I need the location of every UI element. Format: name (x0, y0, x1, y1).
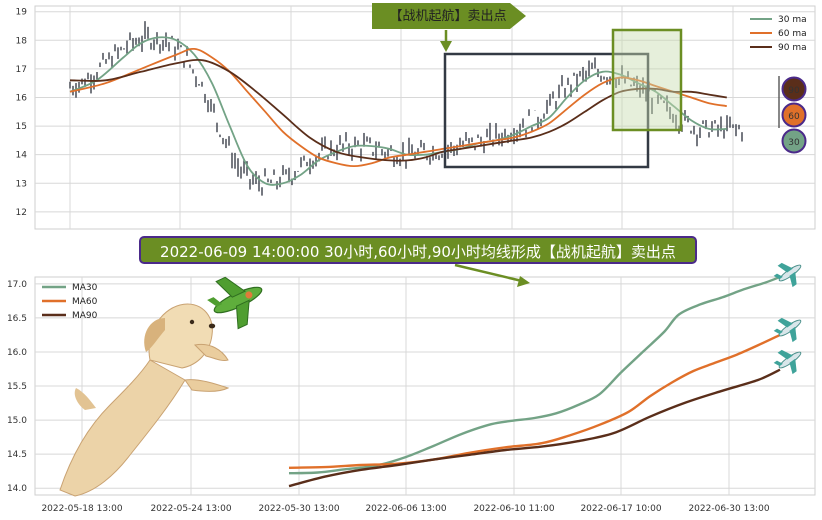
airplane-icon-ma30 (773, 262, 802, 288)
top-ytick-label: 19 (16, 8, 28, 18)
top-ytick-label: 13 (16, 179, 27, 189)
ma-badge-90 (781, 76, 807, 102)
top-ytick-label: 18 (16, 36, 28, 46)
signal-box (443, 52, 650, 169)
top-series-60-ma (69, 47, 727, 168)
top-ytick-label: 12 (16, 208, 27, 218)
bottom-xtick-label: 2022-05-18 13:00 (41, 504, 122, 514)
top-legend-label: 90 ma (778, 43, 807, 53)
puppy-tail (74, 388, 96, 410)
puppy-paw-front (193, 343, 229, 361)
ma-badge-60 (781, 102, 807, 128)
top-callout-label: 【战机起航】卖出点 (389, 8, 506, 24)
airplane-wings (777, 317, 797, 343)
bottom-ytick-label: 14.5 (7, 450, 27, 460)
bottom-ytick-label: 17.0 (7, 280, 27, 290)
bottom-xtick-label: 2022-06-10 11:00 (473, 504, 554, 514)
airplane-icon-ma60 (773, 317, 802, 343)
puppy-nose (208, 323, 216, 329)
bottom-series-MA30 (288, 275, 781, 475)
top-legend: 30 ma 60 ma 90 ma (750, 15, 807, 53)
ma-badge-30 (781, 128, 807, 154)
bottom-legend: MA30 MA60 MA90 (42, 283, 98, 321)
bottom-xtick-label: 2022-06-17 10:00 (580, 504, 661, 514)
bottom-xtick-label: 2022-05-24 13:00 (150, 504, 231, 514)
highlight-zone (611, 28, 683, 132)
bottom-series-MA90 (288, 368, 781, 488)
puppy-ear (144, 318, 165, 352)
puppy-eye (189, 319, 195, 325)
ma-badge-label: 60 (788, 112, 800, 122)
bottom-xtick-label: 2022-06-06 13:00 (365, 504, 446, 514)
signal-banner: 2022-06-09 14:00:00 30小时,60小时,90小时均线形成【战… (139, 236, 697, 264)
airplane-wings (777, 349, 797, 375)
bottom-ytick-label: 15.5 (7, 382, 27, 392)
top-ytick-label: 14 (16, 151, 28, 161)
banner-pointer-head (517, 276, 530, 287)
ma-badge-label: 30 (788, 138, 800, 148)
bottom-ytick-label: 16.5 (7, 314, 27, 324)
top-panel: 12 13 14 15 16 17 18 19 30 ma 60 ma 90 ma 90 60 30 【战机… (16, 3, 816, 230)
bottom-xtick-label: 2022-06-30 13:00 (688, 504, 769, 514)
toy-airplane-icon (207, 276, 263, 330)
top-legend-label: 60 ma (778, 29, 807, 39)
top-ytick-label: 16 (16, 93, 28, 103)
top-ytick-label: 15 (16, 122, 27, 132)
callout-arrow (372, 3, 526, 29)
bottom-xtick-label: 2022-05-30 13:00 (258, 504, 339, 514)
bottom-legend-label: MA90 (72, 311, 98, 321)
bottom-legend-label: MA30 (72, 283, 98, 293)
airplane-tail (773, 360, 783, 367)
toy-plane-tail (207, 297, 223, 307)
bottom-ytick-label: 15.0 (7, 416, 27, 426)
puppy-illustration (59, 303, 230, 497)
banner-pointer (454, 263, 523, 283)
bottom-series-MA60 (288, 333, 781, 469)
top-ytick-label: 17 (16, 65, 27, 75)
bottom-ytick-label: 14.0 (7, 484, 27, 494)
top-legend-label: 30 ma (778, 15, 807, 25)
airplane-icon-ma90 (773, 349, 802, 375)
bottom-ytick-label: 16.0 (7, 348, 27, 358)
toy-plane-cockpit (245, 291, 253, 299)
airplane-tail (773, 273, 783, 280)
ma-badge-label: 90 (788, 86, 800, 96)
airplane-wings (777, 262, 797, 288)
puppy-paw-back (184, 379, 230, 392)
top-series-90-ma (69, 58, 727, 162)
airplane-tail (773, 328, 783, 335)
decorations (59, 262, 802, 497)
callout-pointer-head (440, 41, 452, 52)
bottom-legend-label: MA60 (72, 297, 98, 307)
toy-plane-wings (215, 276, 250, 330)
